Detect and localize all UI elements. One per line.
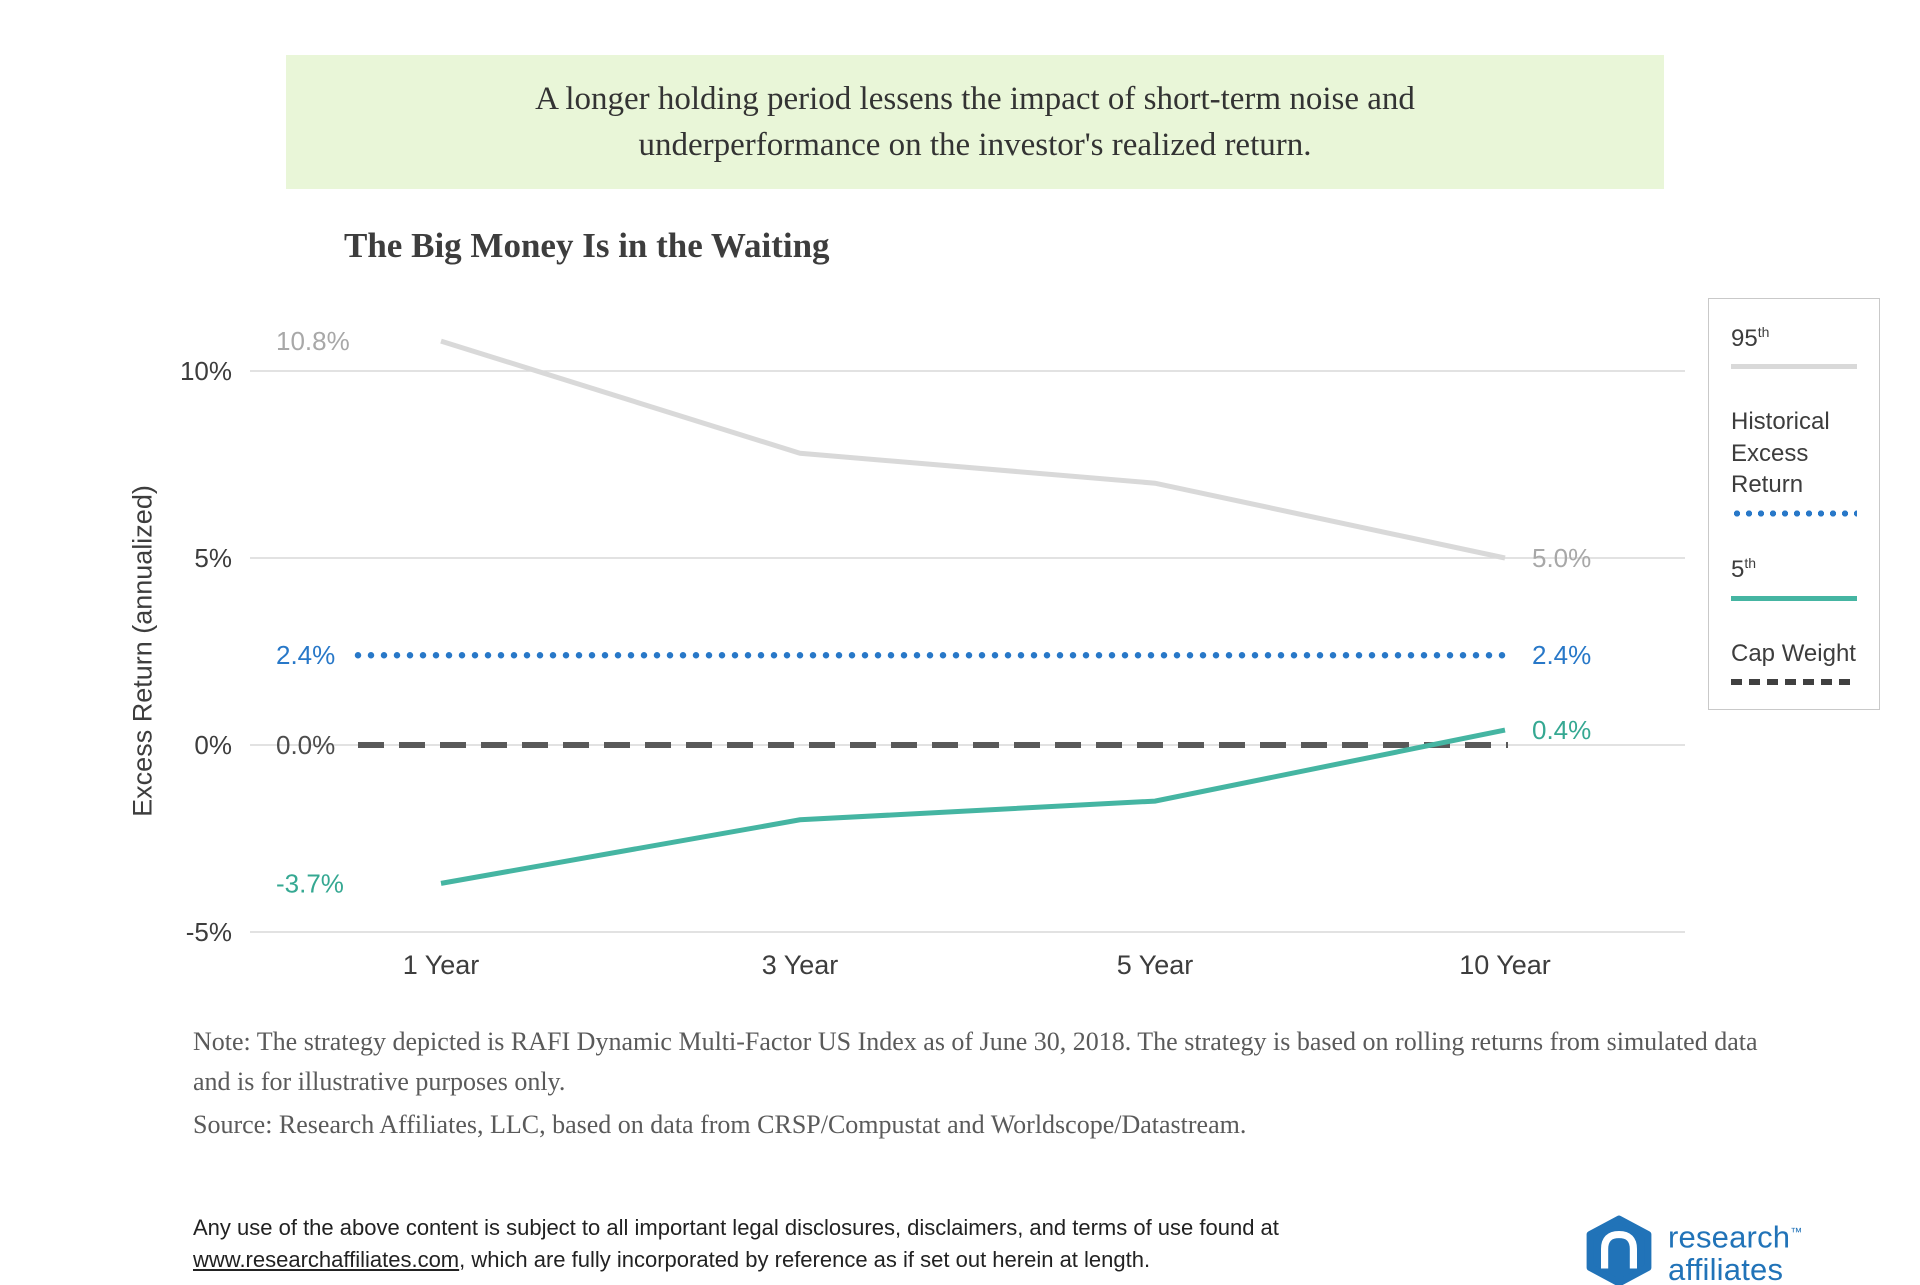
research-affiliates-logo: research™ affiliates <box>1583 1215 1802 1285</box>
chart-title: The Big Money Is in the Waiting <box>344 226 830 265</box>
research-affiliates-logo-text: research™ affiliates <box>1668 1219 1803 1285</box>
label-start-95th: 10.8% <box>276 326 350 356</box>
legend-swatch-dark-dashed-line <box>1731 678 1857 685</box>
source-text: Source: Research Affiliates, LLC, based … <box>193 1109 1247 1139</box>
x-label-1-year: 1 Year <box>403 950 480 980</box>
label-end-95th: 5.0% <box>1532 543 1591 573</box>
legend-item-cap-weight: Cap Weight <box>1731 638 1857 685</box>
series-line-95th <box>440 338 1506 561</box>
headline-line1: A longer holding period lessens the impa… <box>535 80 1415 117</box>
research-affiliates-link[interactable]: www.researchaffiliates.com <box>193 1246 460 1272</box>
y-tick-5%: 5% <box>194 543 232 573</box>
label-end-historical-excess-return: 2.4% <box>1532 640 1591 670</box>
legend-swatch-blue-dotted-line <box>1731 510 1857 518</box>
headline-line2: underperformance on the investor's reali… <box>638 127 1312 163</box>
legal-disclaimer: Any use of the above content is subject … <box>193 1212 1393 1276</box>
legend-swatch-teal-line <box>1731 595 1857 601</box>
legend-item-historical-excess-return: Historical Excess Return <box>1731 406 1857 518</box>
legend-item-95th: 95th <box>1731 323 1857 370</box>
legend-label-cap-weight: Cap Weight <box>1731 639 1856 667</box>
x-label-10-year: 10 Year <box>1459 950 1551 980</box>
legend-item-5th: 5th <box>1731 554 1857 601</box>
label-start-cap-weight: 0.0% <box>276 730 335 760</box>
label-end-5th: 0.4% <box>1532 715 1591 745</box>
disclaimer-line2: www.researchaffiliates.com, which are fu… <box>193 1246 1151 1272</box>
legend-label-5th: 5th <box>1731 555 1757 584</box>
legend-label-95th: 95th <box>1731 324 1770 352</box>
y-tick-10%: 10% <box>180 356 232 386</box>
legend-swatch-gray-line <box>1731 364 1857 370</box>
series-line-5th <box>440 727 1506 886</box>
x-label-3-year: 3 Year <box>762 950 839 980</box>
research-affiliates-logo-icon <box>1586 1215 1652 1285</box>
y-tick--5%: -5% <box>186 917 232 947</box>
footnotes: Note: The strategy depicted is RAFI Dyna… <box>193 1022 1758 1145</box>
x-label-5-year: 5 Year <box>1117 950 1194 980</box>
excess-return-line-chart: 10% 5% 0% -5% 1 Year 3 Year 5 Year 10 Year 10.8%… <box>180 326 1685 980</box>
chart-legend: 95th Historical Excess Return 5th Cap We… <box>1708 298 1880 710</box>
note-text: Note: The strategy depicted is RAFI Dyna… <box>193 1027 1758 1097</box>
headline-banner: A longer holding period lessens the impa… <box>286 55 1664 189</box>
label-start-5th: -3.7% <box>276 868 344 898</box>
legend-label-historical-excess-return: Historical Excess Return <box>1731 408 1830 498</box>
disclaimer-line1: Any use of the above content is subject … <box>193 1215 1279 1240</box>
label-start-historical-excess-return: 2.4% <box>276 640 335 670</box>
y-tick-0%: 0% <box>194 730 232 760</box>
